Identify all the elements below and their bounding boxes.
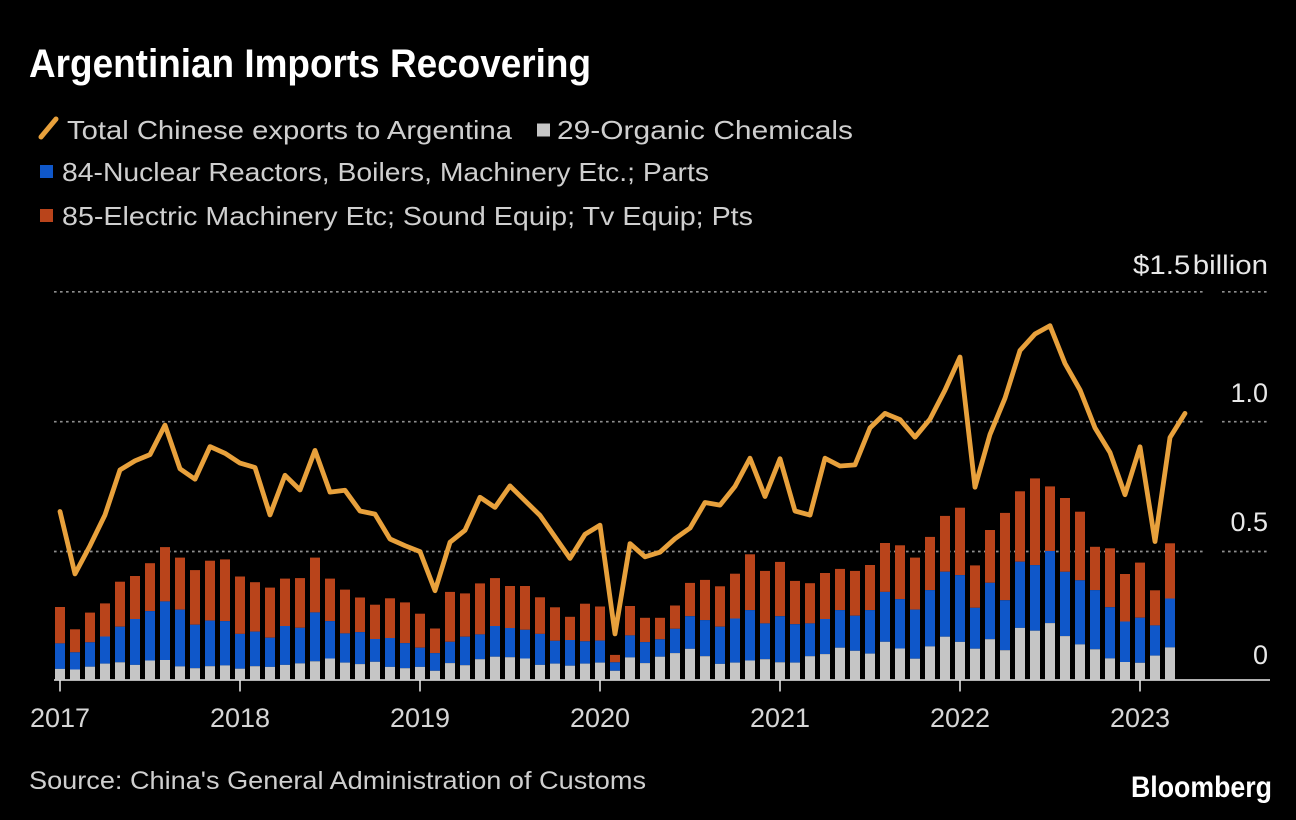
svg-text:Argentinian Imports Recovering: Argentinian Imports Recovering (29, 42, 591, 86)
svg-text:Bloomberg: Bloomberg (1131, 771, 1272, 804)
svg-text:84-Nuclear Reactors, Boilers,: 84-Nuclear Reactors, Boilers, Machinery … (62, 157, 709, 187)
svg-text:2020: 2020 (570, 703, 630, 733)
svg-text:2023: 2023 (1110, 703, 1170, 733)
svg-text:1.0: 1.0 (1230, 378, 1268, 408)
svg-text:2019: 2019 (390, 703, 450, 733)
svg-text:Source: China's General Admini: Source: China's General Administration o… (29, 767, 646, 795)
svg-text:Total Chinese exports to Argen: Total Chinese exports to Argentina (67, 115, 513, 145)
svg-text:2018: 2018 (210, 703, 270, 733)
svg-text:85-Electric Machinery Etc; Sou: 85-Electric Machinery Etc; Sound Equip; … (62, 201, 753, 231)
svg-text:$1.5 billion: $1.5 billion (1133, 250, 1268, 280)
svg-text:0.5: 0.5 (1230, 507, 1268, 537)
svg-text:29-Organic Chemicals: 29-Organic Chemicals (557, 115, 853, 145)
svg-text:2022: 2022 (930, 703, 990, 733)
svg-text:2017: 2017 (30, 703, 90, 733)
svg-text:2021: 2021 (750, 703, 810, 733)
svg-text:0: 0 (1253, 640, 1268, 670)
